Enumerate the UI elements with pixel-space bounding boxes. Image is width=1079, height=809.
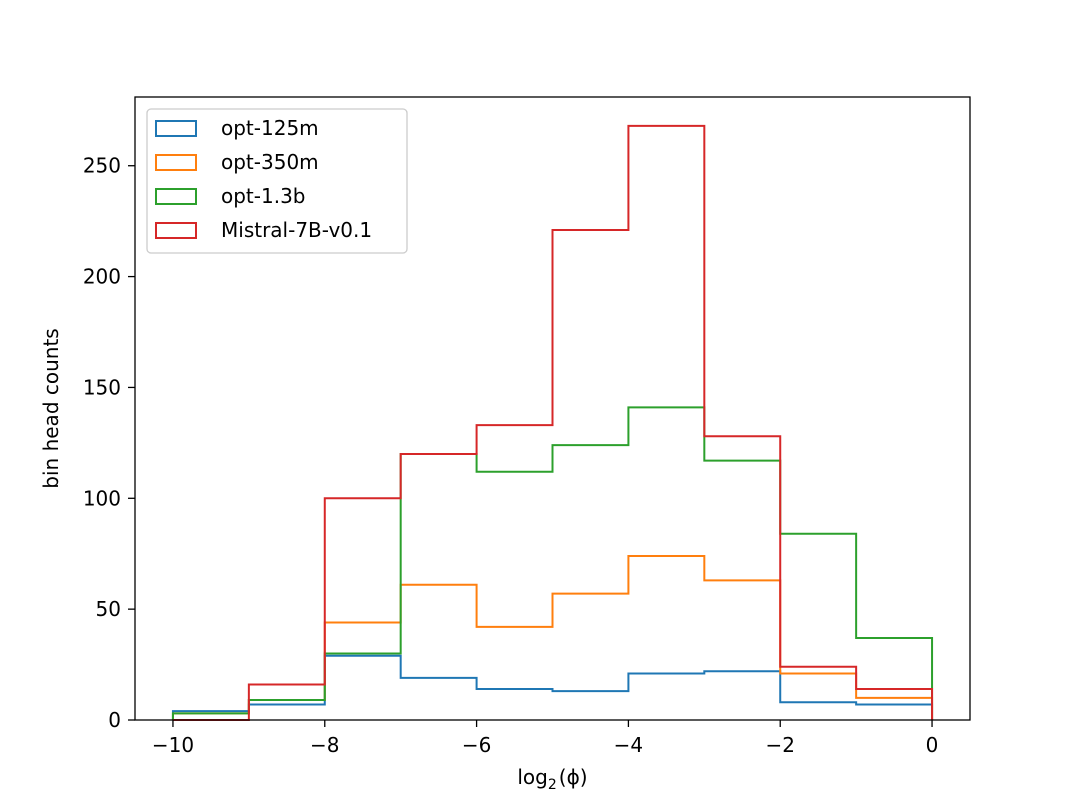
legend-label: Mistral-7B-v0.1 — [221, 218, 372, 242]
x-tick-label: −6 — [462, 733, 491, 757]
legend-label: opt-125m — [221, 116, 319, 140]
x-tick-label: 0 — [926, 733, 939, 757]
x-tick-label: −2 — [765, 733, 794, 757]
axes-frame — [134, 96, 971, 721]
x-axis-label-subscript: 2 — [548, 777, 557, 793]
x-axis-label-rest: (ϕ) — [559, 765, 588, 789]
series-line-mistral-7b-v0-1 — [172, 124, 934, 721]
legend-swatch — [155, 154, 197, 171]
legend-box — [146, 108, 408, 254]
series-layer — [171, 124, 934, 721]
x-axis-label-main: log — [517, 765, 548, 789]
legend-label: opt-1.3b — [221, 184, 306, 208]
legend-label: opt-350m — [221, 150, 319, 174]
y-tick-label: 250 — [83, 154, 121, 178]
y-axis-label: bin head counts — [39, 328, 63, 488]
y-axis-ticks: 0 50 100 150 200 250 — [83, 154, 135, 732]
x-axis-ticks: −10 −8 −6 −4 −2 0 — [152, 720, 939, 757]
y-tick-label: 50 — [96, 597, 121, 621]
legend-swatch — [155, 188, 197, 205]
x-tick-label: −8 — [310, 733, 339, 757]
x-axis-label: log2 (ϕ) — [517, 765, 587, 793]
series-line-opt-350m — [171, 554, 934, 720]
legend: opt-125m opt-350m opt-1.3b Mistral-7B-v0.1 — [146, 108, 408, 254]
legend-swatch — [155, 222, 197, 239]
y-tick-label: 100 — [83, 486, 121, 510]
y-tick-label: 0 — [108, 708, 121, 732]
x-tick-label: −4 — [614, 733, 643, 757]
series-line-opt-1-3b — [171, 406, 934, 720]
series-line-opt-125m — [171, 654, 934, 720]
y-tick-label: 150 — [83, 375, 121, 399]
y-tick-label: 200 — [83, 265, 121, 289]
legend-swatch — [155, 120, 197, 137]
x-tick-label: −10 — [152, 733, 194, 757]
